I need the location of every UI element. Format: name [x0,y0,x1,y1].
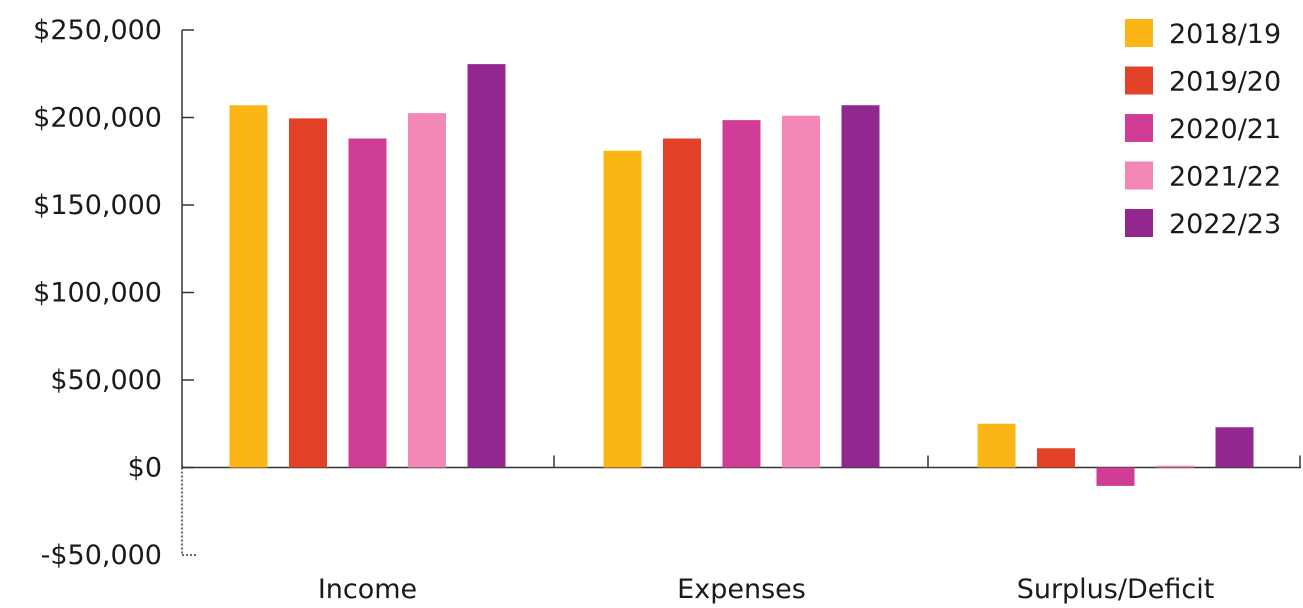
legend-label: 2021/22 [1169,162,1281,193]
legend-swatch [1125,161,1153,190]
legend-label: 2018/19 [1169,19,1281,50]
category-label: Expenses [677,574,806,604]
y-tick-label: -$50,000 [41,540,162,571]
bar [348,138,387,468]
bar [782,115,820,468]
legend-swatch [1125,66,1153,95]
y-tick-label: $100,000 [33,278,162,309]
bar [1215,427,1254,468]
legend-swatch [1125,114,1153,142]
bar [841,105,880,468]
y-tick-label: $250,000 [33,15,162,46]
bar [467,64,506,468]
bar [977,423,1016,468]
bar [1096,467,1135,486]
bars [229,64,1254,486]
bar [722,120,761,468]
legend-swatch [1125,209,1153,237]
bar [663,138,701,468]
y-tick-label: $200,000 [33,103,162,134]
bar [408,113,446,468]
legend-swatch [1125,19,1153,47]
bar [289,118,327,468]
y-tick-label: $50,000 [50,365,162,396]
legend: 2018/19 2019/20 2020/21 2021/22 2022/23 [1125,19,1281,240]
legend-label: 2022/23 [1169,209,1281,240]
y-tick-label: $150,000 [33,190,162,221]
bar [229,105,268,468]
legend-label: 2019/20 [1169,67,1281,98]
bar [1037,448,1075,468]
bar [603,150,642,468]
category-label: Surplus/Deficit [1017,574,1215,604]
category-label: Income [318,574,417,604]
legend-label: 2020/21 [1169,114,1281,145]
y-axis: -$50,000 $0 $50,000 $100,000 $150,000 $200,00… [33,15,198,571]
y-tick-label: $0 [128,453,162,484]
bar [1156,465,1194,468]
